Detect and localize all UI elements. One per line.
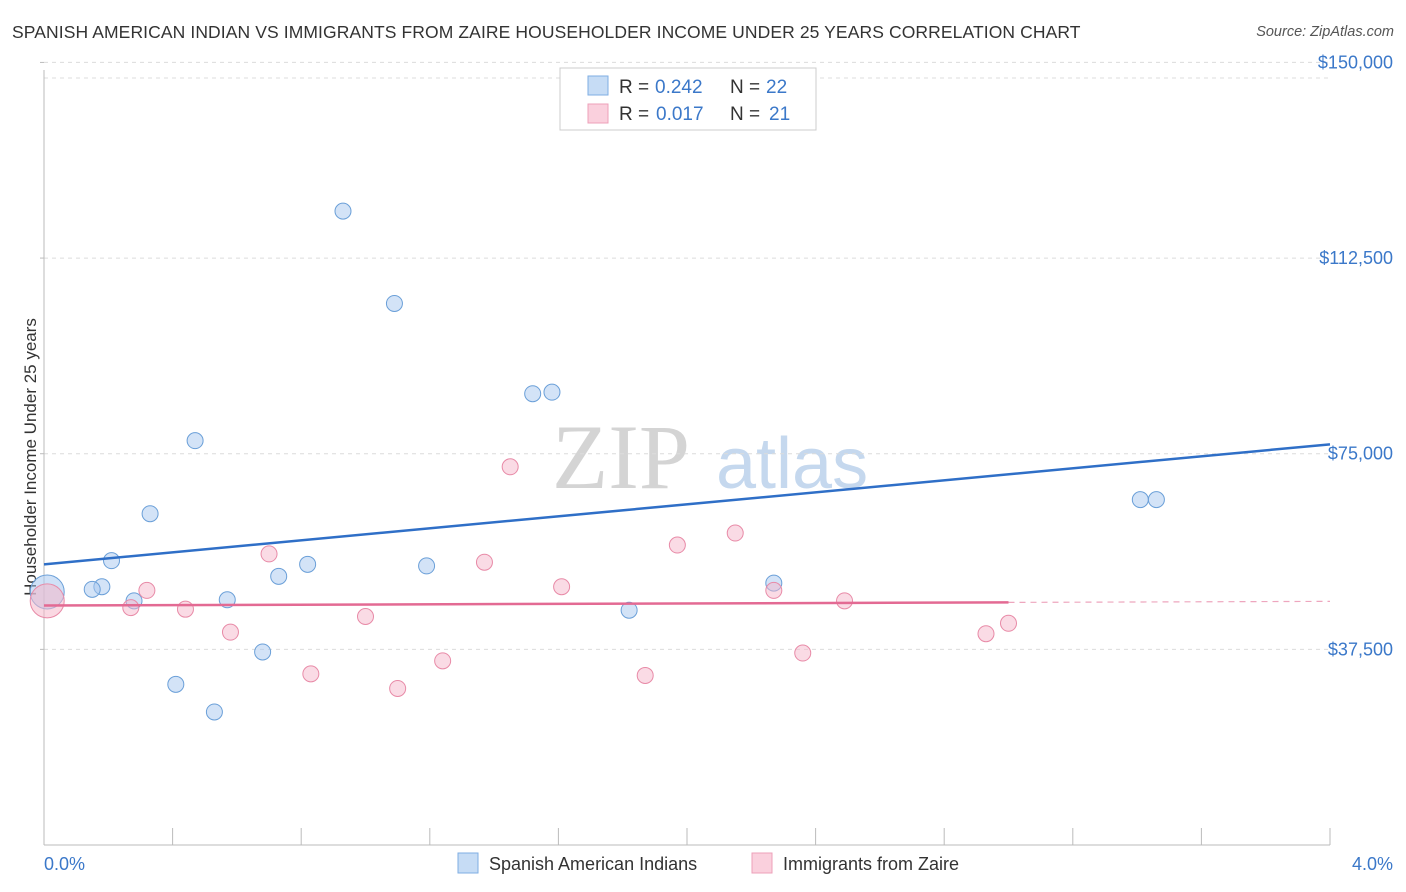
point-immigrants-zaire-3: [176, 600, 194, 618]
trend-line-extension-1: [1008, 600, 1331, 604]
point-immigrants-zaire-15: [726, 524, 744, 542]
point-immigrants-zaire-1: [122, 599, 140, 617]
point-immigrants-zaire-12: [553, 578, 571, 596]
y-tick-label-2: $112,500: [1319, 248, 1393, 268]
watermark: ZIP atlas: [552, 406, 868, 508]
trend-line-1: [43, 601, 1009, 607]
legend-box: R = 0.242 N = 22 R = 0.017 N = 21: [559, 67, 817, 131]
chart-title: SPANISH AMERICAN INDIAN VS IMMIGRANTS FR…: [12, 22, 1081, 42]
point-spanish-american-indians-3: [103, 552, 121, 570]
point-spanish-american-indians-13: [334, 202, 352, 220]
point-immigrants-zaire-9: [434, 652, 452, 670]
legend-n-label-1: N =: [730, 77, 760, 98]
legend-n-value-1: 22: [766, 77, 787, 98]
point-spanish-american-indians-15: [418, 557, 436, 575]
bottom-legend-swatch-blue: [457, 852, 479, 874]
watermark-atlas: atlas: [716, 424, 868, 504]
point-spanish-american-indians-17: [543, 383, 561, 401]
y-tick-label-0: $37,500: [1328, 639, 1393, 659]
point-spanish-american-indians-2: [83, 580, 101, 598]
y-axis-label: Householder Income Under 25 years: [21, 318, 40, 596]
point-immigrants-zaire-2: [138, 581, 156, 599]
point-spanish-american-indians-11: [270, 567, 288, 585]
y-tick-labels: $37,500 $75,000 $112,500 $150,000: [1318, 52, 1393, 659]
legend-r-value-2: 0.017: [656, 104, 704, 125]
point-spanish-american-indians-14: [385, 294, 403, 312]
legend-n-value-2: 21: [769, 104, 790, 125]
data-points: [29, 202, 1165, 721]
legend-swatch-blue: [587, 75, 609, 96]
point-immigrants-zaire-20: [1000, 614, 1017, 632]
point-immigrants-zaire-17: [794, 644, 812, 662]
bottom-legend-label-blue: Spanish American Indians: [489, 854, 697, 874]
point-immigrants-zaire-14: [668, 536, 686, 554]
x-tick-label-right: 4.0%: [1352, 854, 1393, 874]
point-spanish-american-indians-7: [186, 432, 204, 450]
point-spanish-american-indians-5: [141, 505, 159, 523]
point-immigrants-zaire-10: [475, 553, 493, 571]
trend-line-0: [43, 443, 1331, 566]
point-spanish-american-indians-10: [254, 643, 272, 661]
point-immigrants-zaire-13: [636, 666, 654, 684]
trend-lines: [43, 443, 1331, 607]
legend-swatch-pink: [587, 103, 609, 124]
point-spanish-american-indians-16: [524, 385, 542, 403]
point-immigrants-zaire-11: [501, 458, 519, 476]
legend-r-value-1: 0.242: [655, 77, 703, 98]
point-spanish-american-indians-21: [1147, 491, 1165, 509]
point-spanish-american-indians-8: [205, 703, 223, 721]
point-immigrants-zaire-8: [389, 679, 407, 697]
watermark-zip: ZIP: [552, 406, 690, 508]
point-spanish-american-indians-12: [299, 555, 317, 573]
legend-r-label-2: R =: [619, 104, 649, 125]
y-tick-label-3: $150,000: [1318, 52, 1393, 72]
gridlines: [44, 61, 1330, 650]
legend-n-label-2: N =: [730, 104, 760, 125]
x-ticks: [40, 61, 1331, 845]
bottom-legend-label-pink: Immigrants from Zaire: [783, 854, 959, 874]
bottom-legend: Spanish American Indians Immigrants from…: [457, 852, 959, 874]
point-immigrants-zaire-16: [765, 581, 783, 599]
x-tick-label-left: 0.0%: [44, 854, 85, 874]
source-credit: Source: ZipAtlas.com: [1256, 24, 1394, 40]
point-spanish-american-indians-6: [167, 675, 185, 693]
point-immigrants-zaire-19: [977, 625, 995, 643]
point-immigrants-zaire-5: [260, 545, 278, 563]
point-immigrants-zaire-18: [836, 592, 854, 610]
point-immigrants-zaire-4: [221, 623, 239, 641]
point-spanish-american-indians-20: [1131, 491, 1149, 509]
bottom-legend-swatch-pink: [751, 852, 773, 874]
point-immigrants-zaire-7: [357, 607, 374, 625]
y-tick-label-1: $75,000: [1328, 444, 1393, 464]
point-immigrants-zaire-0: [29, 583, 65, 619]
point-spanish-american-indians-18: [620, 601, 638, 619]
legend-r-label-1: R =: [619, 77, 649, 98]
point-immigrants-zaire-6: [302, 665, 320, 683]
